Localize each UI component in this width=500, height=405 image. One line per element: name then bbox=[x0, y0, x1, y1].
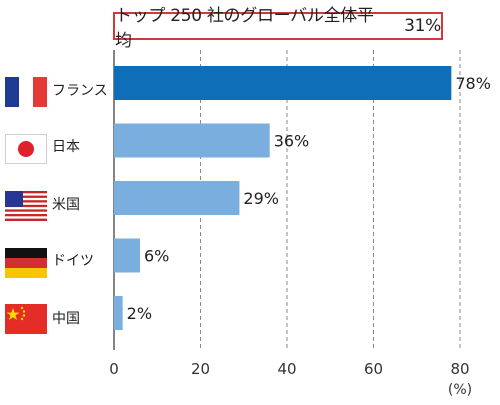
value-label-0: 78% bbox=[455, 74, 491, 93]
category-label-china: 中国 bbox=[52, 311, 80, 327]
category-label-france: フランス bbox=[52, 83, 108, 99]
x-tick-label-40: 40 bbox=[277, 360, 296, 378]
category-label-japan: 日本 bbox=[52, 139, 80, 155]
x-tick-label-80: 80 bbox=[450, 360, 469, 378]
flag-japan-icon bbox=[5, 134, 47, 164]
chart-title-box: トップ 250 社のグローバル全体平均 31% bbox=[113, 6, 443, 51]
category-label-usa: 米国 bbox=[52, 197, 80, 213]
chart-title-value: 31% bbox=[404, 16, 441, 36]
x-tick-label-60: 60 bbox=[364, 360, 383, 378]
bar-1 bbox=[114, 123, 270, 158]
value-label-2: 29% bbox=[243, 189, 279, 208]
bar-0 bbox=[114, 66, 452, 100]
flag-usa-icon bbox=[5, 191, 47, 221]
flag-france-icon bbox=[5, 77, 47, 107]
x-tick-label-20: 20 bbox=[191, 360, 210, 378]
flag-germany-icon bbox=[5, 248, 47, 278]
bar-2 bbox=[114, 181, 240, 215]
bar-3 bbox=[114, 238, 140, 273]
value-label-4: 2% bbox=[127, 304, 152, 323]
bar-4 bbox=[114, 296, 123, 330]
x-tick-label-0: 0 bbox=[109, 360, 119, 378]
value-label-1: 36% bbox=[274, 132, 310, 151]
flag-china-icon bbox=[5, 304, 47, 334]
value-label-3: 6% bbox=[144, 247, 169, 266]
x-axis-unit-label: (%) bbox=[448, 382, 472, 398]
chart-title: トップ 250 社のグローバル全体平均 bbox=[115, 6, 374, 51]
category-label-germany: ドイツ bbox=[52, 253, 94, 269]
